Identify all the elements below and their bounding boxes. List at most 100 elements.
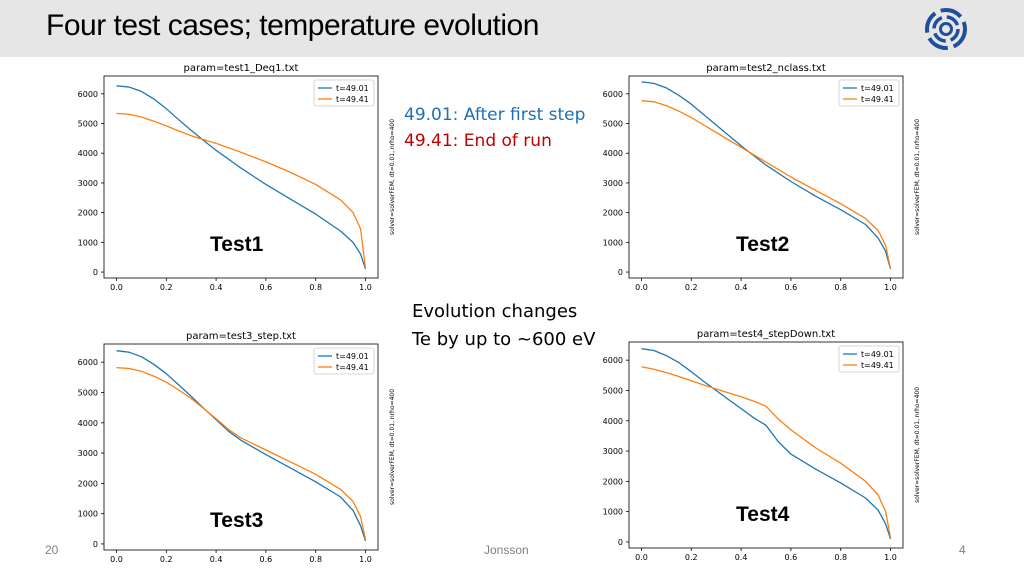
- y-tick-label: 1000: [78, 238, 98, 247]
- y-tick-label: 3000: [603, 447, 623, 456]
- y-tick-label: 2000: [603, 209, 623, 218]
- x-tick-label: 0.6: [785, 553, 798, 562]
- plot-test1: param=test1_Deq1.txt 0.0 0.2 0.4 0.6 0.8 1.0 0 1…: [60, 60, 400, 303]
- plot-test2: param=test2_nclass.txt 0.0 0.2 0.4 0.6 0.8 1.0…: [585, 60, 925, 303]
- plot-frame: [103, 343, 379, 551]
- x-tick-label: 0.0: [635, 553, 648, 562]
- y-tick-label: 2000: [603, 477, 623, 486]
- y-tick-label: 3000: [78, 179, 98, 188]
- x-tick-label: 0.2: [160, 283, 173, 292]
- chart-title: param=test3_step.txt: [186, 331, 296, 342]
- x-tick-label: 0.2: [685, 283, 698, 292]
- x-tick-label: 0.0: [110, 555, 123, 564]
- y-tick-label: 2000: [78, 209, 98, 218]
- chart-test3-svg: param=test3_step.txt 0.0 0.2 0.4 0.6 0.8 1.0 0 1…: [78, 331, 396, 564]
- solver-side-text: solver=solverFEM, dt=0.01, nrho=400: [389, 119, 396, 235]
- x-tick-label: 0.2: [160, 555, 173, 564]
- legend-label: t=49.41: [861, 361, 894, 370]
- series-line-2: [116, 366, 367, 540]
- y-tick-label: 1000: [603, 238, 623, 247]
- test3-label: Test3: [210, 509, 264, 532]
- test4-label: Test4: [736, 503, 790, 526]
- footer-date: 20: [45, 543, 59, 557]
- y-tick-label: 5000: [78, 388, 98, 397]
- legend-label: t=49.41: [336, 95, 369, 104]
- solver-side-text: solver=solverFEM, dt=0.01, nrho=400: [914, 387, 921, 503]
- y-tick-label: 6000: [603, 356, 623, 365]
- x-tick-label: 0.4: [210, 283, 223, 292]
- y-tick-label: 0: [618, 268, 623, 277]
- chart-test4-svg: param=test4_stepDown.txt 0.0 0.2 0.4 0.6 0.8 1…: [603, 329, 921, 562]
- x-tick-label: 1.0: [359, 555, 372, 564]
- y-tick-label: 0: [618, 538, 623, 547]
- x-tick-label: 0.8: [834, 283, 847, 292]
- legend-label: t=49.01: [861, 350, 894, 359]
- y-tick-label: 1000: [603, 508, 623, 517]
- plot-test3: param=test3_step.txt 0.0 0.2 0.4 0.6 0.8 1.0 0 1…: [60, 328, 400, 575]
- x-tick-label: 0.8: [834, 553, 847, 562]
- solver-side-text: solver=solverFEM, dt=0.01, nrho=400: [389, 389, 396, 505]
- x-tick-label: 1.0: [884, 283, 897, 292]
- y-tick-label: 3000: [603, 179, 623, 188]
- legend-label: t=49.41: [861, 95, 894, 104]
- y-tick-label: 4000: [78, 149, 98, 158]
- series-line-2: [641, 100, 892, 269]
- y-tick-label: 6000: [603, 90, 623, 99]
- series-line-1: [116, 350, 367, 542]
- y-tick-label: 0: [93, 540, 98, 549]
- x-tick-label: 0.0: [635, 283, 648, 292]
- y-tick-label: 0: [93, 268, 98, 277]
- legend-label: t=49.01: [861, 84, 894, 93]
- chart-title: param=test1_Deq1.txt: [184, 63, 299, 74]
- y-tick-label: 4000: [603, 417, 623, 426]
- y-tick-label: 5000: [78, 120, 98, 129]
- legend-label: t=49.01: [336, 84, 369, 93]
- legend-note-first-step: 49.01: After first step: [404, 105, 586, 125]
- series-line-2: [116, 112, 367, 269]
- y-tick-label: 1000: [78, 510, 98, 519]
- x-tick-label: 0.6: [260, 283, 273, 292]
- plot-frame: [103, 75, 379, 279]
- x-tick-label: 0.4: [735, 553, 748, 562]
- chart-title: param=test4_stepDown.txt: [697, 329, 835, 340]
- test2-label: Test2: [736, 233, 790, 256]
- footer-page-number: 4: [959, 543, 966, 557]
- x-tick-label: 0.6: [260, 555, 273, 564]
- plot-test4: param=test4_stepDown.txt 0.0 0.2 0.4 0.6 0.8 1…: [585, 326, 925, 573]
- legend-label: t=49.41: [336, 363, 369, 372]
- x-tick-label: 1.0: [884, 553, 897, 562]
- plot-frame: [628, 341, 904, 549]
- x-tick-label: 0.2: [685, 553, 698, 562]
- series-line-2: [641, 366, 892, 538]
- title-bar: [0, 0, 1024, 57]
- x-tick-label: 0.8: [309, 283, 322, 292]
- chart-title: param=test2_nclass.txt: [706, 63, 826, 74]
- x-tick-label: 0.4: [210, 555, 223, 564]
- x-tick-label: 1.0: [359, 283, 372, 292]
- footer-author: Jonsson: [484, 543, 529, 557]
- series-line-1: [641, 348, 892, 540]
- y-tick-label: 2000: [78, 479, 98, 488]
- y-tick-label: 5000: [603, 120, 623, 129]
- x-tick-label: 0.4: [735, 283, 748, 292]
- series-line-1: [641, 81, 892, 270]
- evolution-text-line1: Evolution changes: [412, 301, 578, 322]
- evolution-text-line2: Te by up to ~600 eV: [412, 329, 596, 350]
- slide-title: Four test cases; temperature evolution: [46, 9, 539, 42]
- y-tick-label: 4000: [78, 419, 98, 428]
- chart-test1-svg: param=test1_Deq1.txt 0.0 0.2 0.4 0.6 0.8 1.0 0 1…: [78, 63, 396, 292]
- y-tick-label: 4000: [603, 149, 623, 158]
- test1-label: Test1: [210, 233, 264, 256]
- x-tick-label: 0.6: [785, 283, 798, 292]
- institute-logo-icon: [925, 8, 967, 50]
- legend-note-end-of-run: 49.41: End of run: [404, 131, 552, 151]
- y-tick-label: 6000: [78, 90, 98, 99]
- x-tick-label: 0.8: [309, 555, 322, 564]
- y-tick-label: 6000: [78, 358, 98, 367]
- y-tick-label: 5000: [603, 386, 623, 395]
- legend-label: t=49.01: [336, 352, 369, 361]
- chart-test2-svg: param=test2_nclass.txt 0.0 0.2 0.4 0.6 0.8 1.0…: [603, 63, 921, 292]
- x-tick-label: 0.0: [110, 283, 123, 292]
- series-line-1: [116, 85, 367, 270]
- solver-side-text: solver=solverFEM, dt=0.01, nrho=400: [914, 119, 921, 235]
